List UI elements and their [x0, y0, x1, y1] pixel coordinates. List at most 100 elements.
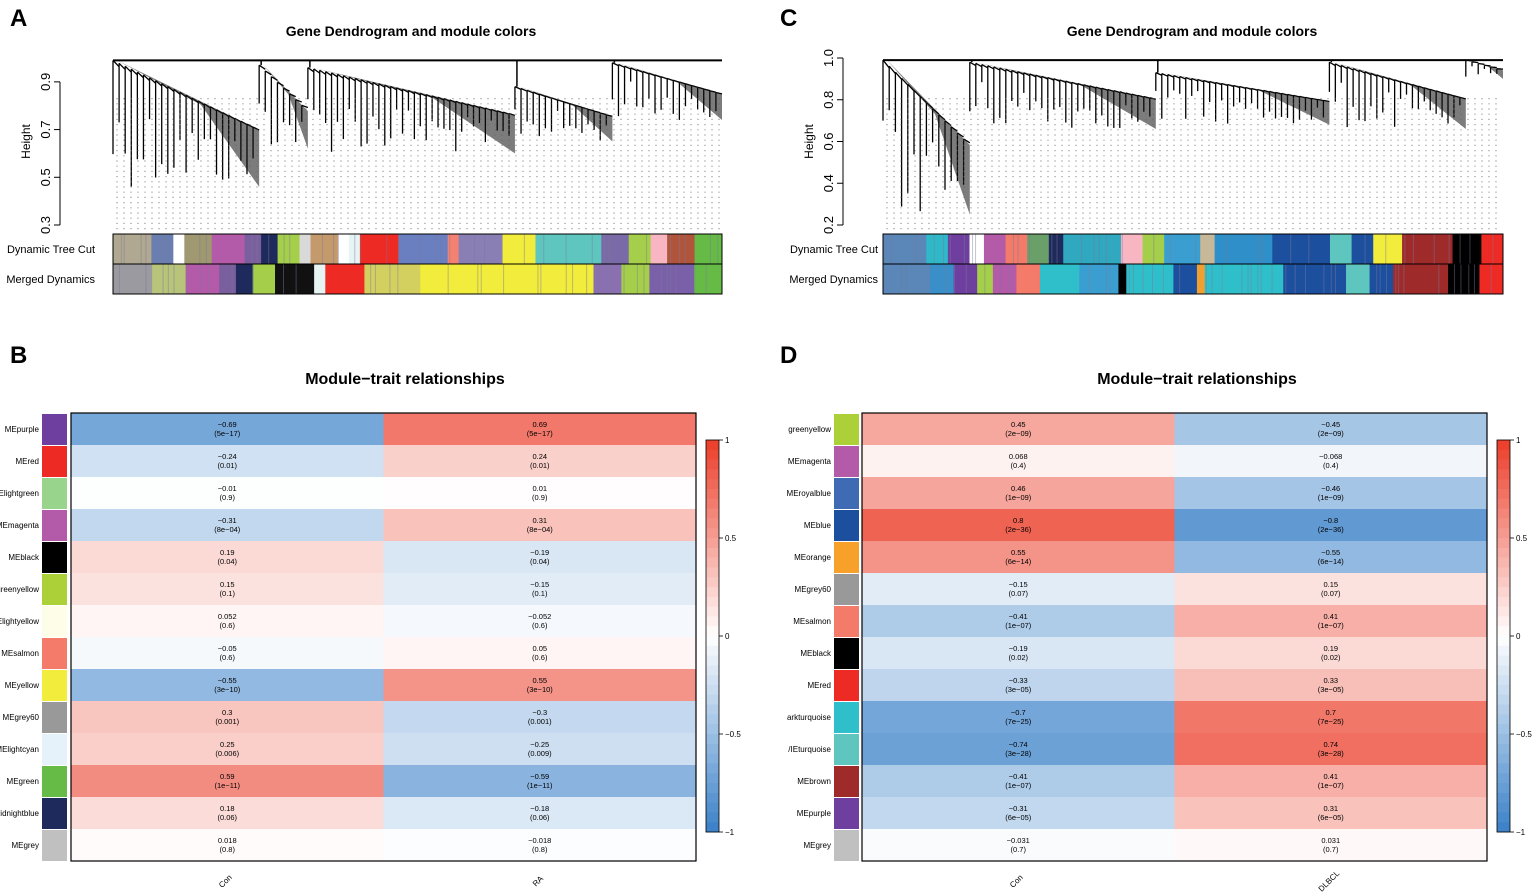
module-color-segment: [1479, 264, 1504, 294]
module-color-segment: [1214, 234, 1273, 264]
module-swatch: [834, 670, 859, 701]
heatmap-cell: [1174, 701, 1488, 734]
module-color-segment: [398, 234, 449, 264]
module-swatch: [42, 478, 67, 509]
panel-b-title: Module−trait relationships: [305, 371, 505, 388]
module-swatch: [42, 670, 67, 701]
heatmap-row: MEsalmon−0.41(1e−07)0.41(1e−07): [793, 605, 1488, 638]
cell-pvalue: (0.06): [217, 813, 237, 822]
module-color-segment: [447, 234, 460, 264]
cell-pvalue: (0.6): [532, 653, 548, 662]
cell-pvalue: (3e−05): [1318, 685, 1345, 694]
heatmap-cell: [1174, 797, 1488, 830]
module-swatch: [42, 766, 67, 797]
cell-correlation: −0.15: [530, 580, 549, 589]
module-swatch: [834, 766, 859, 797]
cell-pvalue: (3e−05): [1005, 685, 1032, 694]
module-color-segment: [420, 264, 594, 294]
colorbar: 1 0.5 0 −0.5 −1: [705, 436, 741, 837]
cell-pvalue: (0.8): [220, 845, 236, 854]
panel-d-title: Module−trait relationships: [1097, 371, 1297, 388]
cell-correlation: 0.3: [222, 708, 232, 717]
module-color-segment: [1272, 234, 1331, 264]
module-label: MEpurple: [797, 809, 832, 818]
cell-correlation: −0.45: [1321, 420, 1340, 429]
heatmap-cell: [862, 765, 1175, 798]
heatmap-cell: [71, 701, 384, 734]
module-color-segment: [1164, 234, 1201, 264]
module-color-segment: [113, 234, 152, 264]
heatmap-cell: [862, 637, 1175, 670]
module-label: /Elightyellow: [0, 617, 39, 626]
module-swatch: [834, 414, 859, 445]
module-color-segment: [883, 264, 931, 294]
heatmap-cell: [71, 573, 384, 606]
cell-pvalue: (0.009): [528, 749, 552, 758]
y-tick-label: 0.4: [821, 174, 836, 192]
cell-pvalue: (0.006): [215, 749, 239, 758]
heatmap-cell: [383, 701, 697, 734]
dendrogram-branch: [258, 60, 309, 149]
heatmap-row: MEmagenta−0.31(8e−04)0.31(8e−04): [0, 509, 697, 542]
heatmap-cell: [1174, 733, 1488, 766]
cell-correlation: −0.59: [530, 772, 549, 781]
module-color-segment: [650, 234, 668, 264]
module-color-segment: [348, 234, 361, 264]
heatmap-border: [70, 412, 697, 862]
cell-pvalue: (0.4): [1011, 461, 1027, 470]
module-row-label: Merged Dynamics: [6, 274, 95, 286]
cell-correlation: −0.7: [1011, 708, 1026, 717]
heatmap-cell: [383, 637, 697, 670]
module-color-segment: [1402, 234, 1454, 264]
module-color-segment: [930, 264, 955, 294]
heatmap-cell: [71, 605, 384, 638]
module-color-segment: [364, 264, 421, 294]
cell-correlation: 0.068: [1009, 452, 1028, 461]
heatmap-cell: [383, 669, 697, 702]
cell-correlation: −0.8: [1323, 516, 1338, 525]
cell-pvalue: (1e−07): [1318, 781, 1345, 790]
heatmap-cell: [1174, 637, 1488, 670]
cell-pvalue: (0.8): [532, 845, 548, 854]
module-color-segment: [211, 234, 246, 264]
module-color-segment: [1063, 234, 1122, 264]
heatmap-cell: [862, 733, 1175, 766]
y-tick-label: 0.6: [821, 132, 836, 150]
module-row-label: Dynamic Tree Cut: [7, 244, 95, 256]
cell-correlation: 0.31: [1323, 804, 1338, 813]
cell-pvalue: (0.6): [220, 653, 236, 662]
cell-correlation: −0.69: [218, 420, 237, 429]
cell-correlation: 0.25: [220, 740, 235, 749]
cell-correlation: 0.01: [532, 484, 547, 493]
cell-pvalue: (0.07): [1321, 589, 1341, 598]
heatmap-cell: [862, 413, 1175, 446]
cell-correlation: −0.55: [218, 676, 237, 685]
heatmap-cell: [383, 765, 697, 798]
module-color-segment: [694, 234, 723, 264]
heatmap-cell: [71, 413, 384, 446]
heatmap-cell: [1174, 669, 1488, 702]
module-row-label: Merged Dynamics: [789, 274, 878, 286]
heatmap-cell: [1174, 765, 1488, 798]
module-color-segment: [535, 234, 602, 264]
cell-pvalue: (1e−07): [1005, 621, 1032, 630]
cell-correlation: −0.24: [218, 452, 237, 461]
heatmap-cell: [862, 477, 1175, 510]
cell-correlation: 0.31: [532, 516, 547, 525]
heatmap-cell: [71, 765, 384, 798]
heatmap-row: MEgrey−0.031(0.7)0.031(0.7): [803, 829, 1488, 862]
module-swatch: [834, 542, 859, 573]
module-swatch: [834, 510, 859, 541]
module-swatch: [834, 798, 859, 829]
heatmap-cell: [383, 605, 697, 638]
colorbar-tick-label: −1: [725, 828, 735, 837]
module-color-row: Dynamic Tree Cut: [7, 233, 723, 265]
cell-correlation: 0.19: [220, 548, 235, 557]
heatmap-row: MEred−0.33(3e−05)0.33(3e−05): [807, 669, 1488, 702]
module-swatch: [42, 638, 67, 669]
cell-correlation: −0.41: [1009, 772, 1028, 781]
